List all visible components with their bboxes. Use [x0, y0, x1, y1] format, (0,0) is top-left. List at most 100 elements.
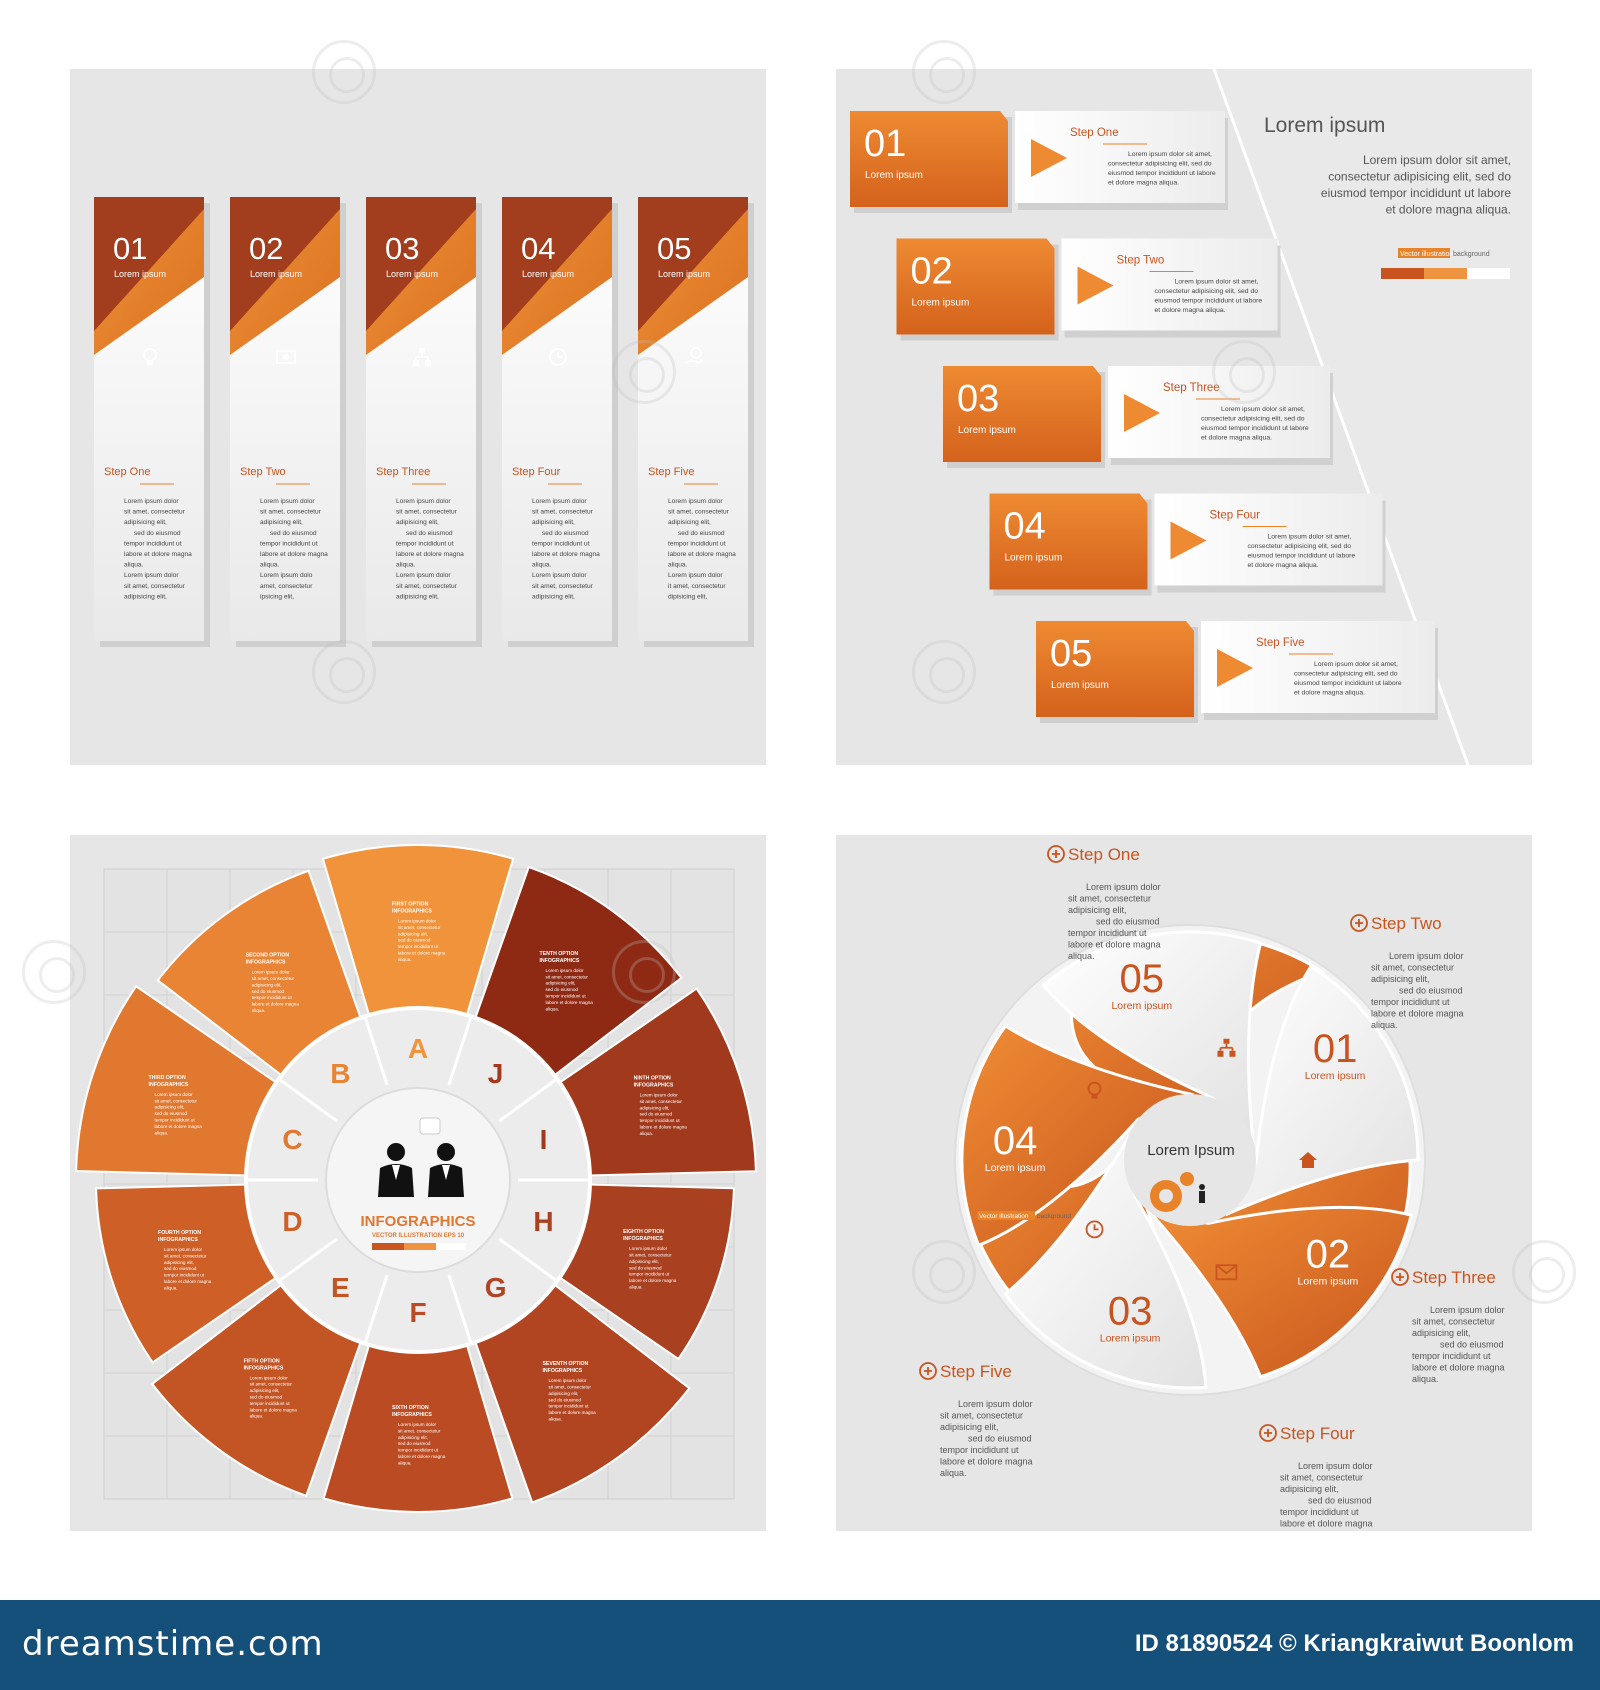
center-subtitle: VECTOR ILLUSTRATION EPS 10 — [372, 1233, 465, 1239]
column-body-line: aliqua. — [668, 562, 688, 569]
column-number: 04 — [521, 231, 555, 266]
segment-body-line: aliqua. — [548, 1417, 562, 1422]
ring-divider — [498, 1077, 559, 1123]
panel4-badge-bg — [977, 1211, 1035, 1220]
step-body-line: Lorem ipsum dolor — [958, 1399, 1033, 1409]
row-number: 03 — [957, 378, 999, 420]
step-body-line: tempor incididunt ut — [1280, 1507, 1359, 1517]
org-left — [1217, 1050, 1224, 1057]
segment-body-line: adipisicing elit, — [546, 981, 576, 986]
column-number: 01 — [113, 231, 147, 266]
row-arrow — [1124, 394, 1160, 432]
segment-body-line: aliqua. — [398, 957, 412, 962]
segment-body-line: aliqua. — [546, 1006, 560, 1011]
column-body-line: sit amet, consectetur — [668, 509, 730, 516]
segment-body-line: sit amet, consectetur — [252, 976, 295, 981]
step-body-line: tempor incididunt ut — [940, 1445, 1019, 1455]
column-body-line: sit amet, consectetur — [532, 583, 594, 590]
step-row: 05 Lorem ipsum Step Five Lorem ipsum dolor … — [1036, 621, 1438, 723]
column-subtitle: Lorem ipsum — [114, 269, 166, 279]
step-column: 04 Lorem ipsum Step Four Lorem ipsum dolor s… — [502, 197, 618, 647]
legend-swatch-orange — [1424, 268, 1467, 279]
row-body-line: Lorem ipsum dolor sit amet, — [1128, 151, 1212, 158]
house — [1299, 1152, 1317, 1168]
step-body-line: tempor incididunt ut — [1068, 928, 1147, 938]
segment-title-line: INFOGRAPHICS — [634, 1083, 674, 1089]
row-body-line: consectetur adipisicing elit, sed do — [1155, 288, 1259, 295]
column-body-line: Lorem ipsum dolor — [668, 572, 723, 579]
column-number: 05 — [657, 231, 691, 266]
segment-title-line: INFOGRAPHICS — [542, 1368, 582, 1374]
mail-icon — [1215, 1264, 1238, 1281]
segment-body-line: aliqua. — [164, 1285, 178, 1290]
segment-title-line: INFOGRAPHICS — [540, 958, 580, 964]
segment-body-line: aliqua. — [252, 1008, 266, 1013]
segment-body-line: aliqua. — [640, 1131, 654, 1136]
segment-body-line: sed do eiusmod — [629, 1265, 662, 1270]
segment-letter: A — [408, 1033, 428, 1064]
org-lines — [1219, 1043, 1234, 1051]
ring-divider — [277, 1237, 338, 1283]
segment-body-line: Lorem ipsum dolor — [548, 1378, 587, 1383]
panel-spiral-steps: 01 Lorem ipsum 02 Lorem ipsum 03 Lorem ipsum 0… — [836, 835, 1532, 1531]
heading-body-line: et dolore magna aliqua. — [1386, 203, 1511, 217]
spiral-hub — [1124, 1094, 1256, 1226]
step-body-line: adipisicing elit, — [1068, 905, 1127, 915]
segment-body-line: labore et dolore magna — [640, 1125, 688, 1130]
segment-body-line: Lorem ipsum dolor — [398, 1422, 437, 1427]
row-body-line: et dolore magna aliqua. — [1294, 690, 1365, 697]
column-subtitle: Lorem ipsum — [658, 269, 710, 279]
segment-letter: B — [330, 1058, 350, 1089]
spiral-step-label: Step Two Lorem ipsum dolor sit amet, conse… — [1350, 914, 1464, 1030]
org-left — [413, 360, 419, 366]
envelope — [1215, 1264, 1238, 1281]
column-body-line: adipisicing elit, — [124, 519, 167, 526]
lightbulb-icon — [1087, 1081, 1102, 1099]
panel-staircase-steps: Lorem ipsum Lorem ipsum dolor sit amet, c… — [836, 69, 1532, 765]
panel2-heading: Lorem ipsum — [1264, 114, 1385, 137]
column-body-line: adipisicing elit, — [124, 593, 167, 600]
step-body-line: sit amet, consectetur — [1371, 963, 1454, 973]
column-step-title: Step One — [104, 466, 150, 478]
footer-brand[interactable]: dreamstime.com — [22, 1624, 324, 1664]
segment-body-line: Lorem ipsum dolor — [250, 1375, 289, 1380]
step-row: 04 Lorem ipsum Step Four Lorem ipsum dolor … — [989, 493, 1386, 596]
watermark-swirl — [22, 940, 86, 1004]
column-subtitle: Lorem ipsum — [386, 269, 438, 279]
clock-icon — [1085, 1220, 1104, 1239]
segment-title-line: INFOGRAPHICS — [158, 1237, 198, 1243]
column-body-line: adipisicing elit, — [532, 593, 575, 600]
column-body-line: Lorem ipsum dolor — [532, 498, 587, 505]
row-number: 02 — [911, 251, 953, 293]
blade-number: 04 — [993, 1119, 1038, 1163]
hand — [684, 359, 704, 365]
step-body-line: sed do eiusmod — [1096, 917, 1160, 927]
segment-letter: G — [485, 1272, 507, 1303]
hand-dollar-icon — [684, 347, 704, 365]
blade-number: 05 — [1120, 957, 1165, 1001]
segment-body-line: Lorem ipsum dolor — [546, 968, 585, 973]
segment-title-line: INFOGRAPHICS — [392, 1412, 432, 1418]
segment-letter: I — [540, 1124, 548, 1155]
column-step-title: Step Five — [648, 466, 694, 478]
segment-title-line: INFOGRAPHICS — [244, 1365, 284, 1371]
row-body-line: et dolore magna aliqua. — [1108, 180, 1179, 187]
row-step-title: Step Three — [1163, 382, 1220, 394]
segment-title-line: SEVENTH OPTION — [542, 1361, 588, 1367]
step-body-line: sed do eiusmod — [1308, 1496, 1372, 1506]
ring-divider — [363, 1015, 389, 1086]
heading-body-line: consectetur adipisicing elit, sed do — [1328, 170, 1511, 184]
segment-body-line: adipisicing elit, — [155, 1105, 185, 1110]
column-step-title: Step Two — [240, 466, 286, 478]
row-orange-tab — [943, 366, 1101, 462]
blade-shape — [1147, 1205, 1414, 1379]
row-subtitle: Lorem ipsum — [1005, 553, 1063, 564]
panel2-badge: Vector illustration — [1400, 251, 1453, 258]
row-step-title: Step Two — [1117, 255, 1165, 267]
segment-body-line: sed do eiusmod — [398, 938, 431, 943]
segment-letter: H — [533, 1206, 553, 1237]
column-body-line: dipisicing elit, — [668, 593, 707, 600]
